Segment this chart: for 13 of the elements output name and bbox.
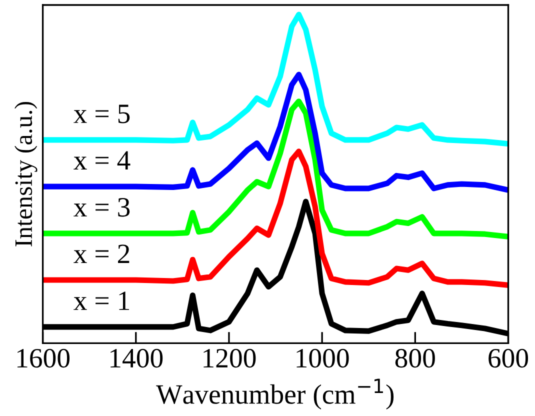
x-tick-label: 1200 xyxy=(204,348,256,368)
series-label: x = 4 xyxy=(74,151,130,170)
x-axis-title: Wavenumber (cm$^{−1}$) xyxy=(156,378,394,410)
series-label: x = 5 xyxy=(74,104,130,124)
series-label: x = 2 xyxy=(74,244,130,263)
x-tick-label: 800 xyxy=(395,348,435,368)
x-tick-label: 1600 xyxy=(17,348,70,368)
series-label: x = 1 xyxy=(74,292,130,310)
series-label: x = 3 xyxy=(74,198,130,217)
y-axis-title: Intensity (a.u.) xyxy=(14,102,38,246)
x-tick-label: 1400 xyxy=(110,348,163,368)
x-tick-label: 1000 xyxy=(296,348,349,368)
x-tick-label: 600 xyxy=(488,348,528,368)
